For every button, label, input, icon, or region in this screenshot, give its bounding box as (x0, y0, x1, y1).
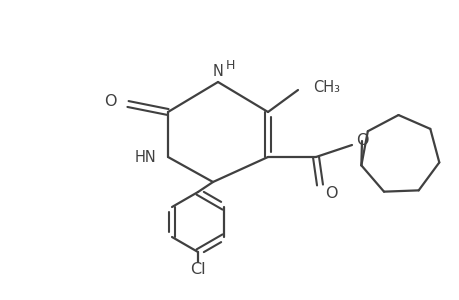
Text: Cl: Cl (190, 262, 205, 278)
Text: HN: HN (134, 149, 156, 164)
Text: N: N (212, 64, 223, 79)
Text: CH₃: CH₃ (312, 80, 339, 94)
Text: H: H (225, 58, 235, 71)
Text: O: O (325, 185, 337, 200)
Text: O: O (355, 133, 368, 148)
Text: O: O (104, 94, 117, 109)
